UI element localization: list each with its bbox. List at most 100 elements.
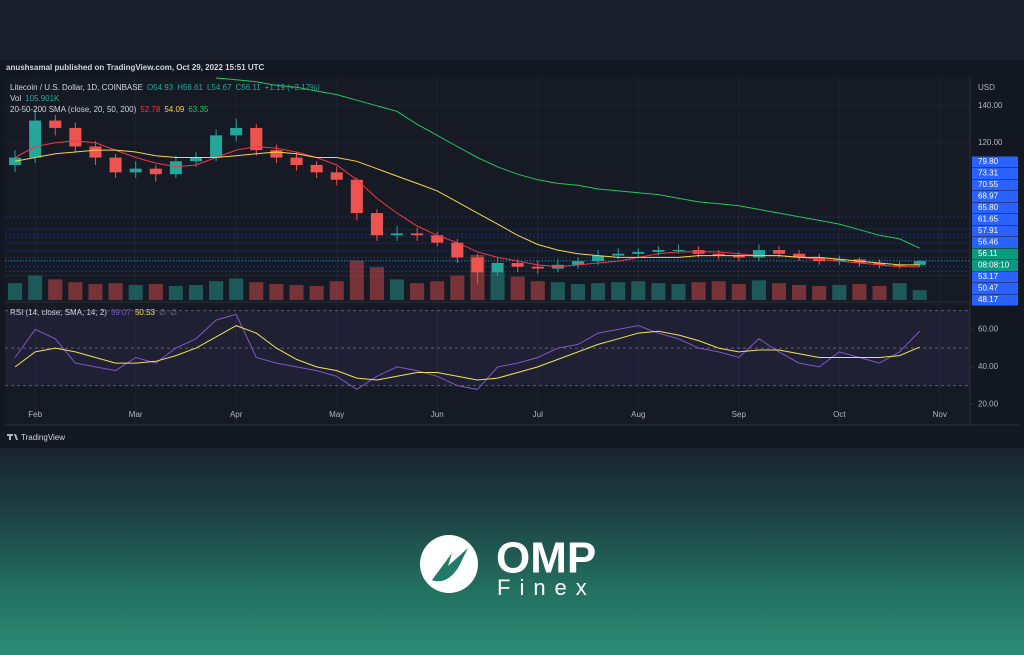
ohlc-value: O54.93 — [147, 83, 174, 92]
volume-bar — [711, 281, 726, 300]
volume-bar — [912, 290, 927, 300]
volume-bar — [651, 283, 666, 300]
rsi-line — [14, 325, 920, 381]
candle-body — [270, 150, 283, 158]
candle-body — [310, 164, 323, 173]
price-label: 61.65 — [978, 215, 999, 224]
volume-bar — [771, 283, 787, 300]
volume-bar — [852, 284, 867, 300]
price-label-bg — [972, 156, 1018, 168]
candle-body — [752, 250, 765, 258]
countdown: 08:08:10 — [978, 261, 1010, 270]
volume-bar — [430, 281, 445, 300]
price-label-bg — [972, 283, 1018, 294]
tradingview-logo: TradingView — [7, 433, 65, 442]
volume-bar — [611, 282, 626, 300]
sma-value: 54.09 — [164, 105, 185, 114]
candle-body — [9, 157, 22, 165]
candle-body — [531, 266, 544, 269]
sma-line — [216, 77, 920, 249]
price-label-bg — [972, 271, 1018, 283]
volume-bar — [450, 275, 465, 300]
candle-body — [732, 255, 745, 258]
rsi-value: 50.53 — [135, 308, 156, 317]
price-label-bg — [972, 237, 1018, 248]
volume-bar — [108, 283, 123, 300]
sma-line — [15, 149, 920, 266]
volume-bar — [168, 285, 183, 300]
x-tick-label: May — [329, 410, 344, 419]
candle-body — [149, 168, 162, 175]
price-label: 48.17 — [978, 295, 999, 304]
ohlc-value: +1.19 (+2.17%) — [265, 83, 320, 92]
volume-bar — [309, 285, 324, 300]
rsi-value: 59.07 — [111, 308, 132, 317]
rsi-tick-label: 60.00 — [978, 324, 999, 333]
x-tick-label: Sep — [732, 410, 747, 419]
candle-body — [491, 263, 504, 273]
volume-bar — [68, 282, 83, 300]
price-label: 68.97 — [978, 192, 999, 201]
candle-body — [391, 233, 404, 236]
volume-bar — [209, 281, 224, 300]
y-tick-label: 120.00 — [978, 138, 1003, 147]
ohlc-value: L54.67 — [207, 83, 232, 92]
volume-bar — [812, 285, 827, 300]
volume-bar — [410, 283, 425, 300]
candle-body — [511, 263, 524, 267]
price-label-bg — [972, 202, 1018, 214]
x-tick-label: Jul — [533, 410, 543, 419]
price-label: 73.31 — [978, 169, 999, 178]
tv-icon — [7, 434, 18, 440]
price-label-bg — [972, 191, 1018, 202]
x-tick-label: Nov — [933, 410, 947, 419]
candle-body — [833, 259, 846, 262]
volume-bar — [892, 283, 907, 300]
candle-body — [913, 260, 926, 265]
volume-bar — [591, 283, 606, 300]
volume-bar — [691, 282, 706, 300]
price-label-bg — [972, 248, 1018, 260]
candle-body — [29, 120, 42, 158]
volume-bar — [631, 281, 646, 300]
volume-bar — [751, 280, 766, 300]
candle-body — [330, 172, 343, 180]
volume-bar — [188, 285, 204, 300]
volume-bar — [249, 282, 264, 300]
plot-area — [5, 77, 970, 425]
logo-circle — [420, 535, 478, 593]
candle-body — [471, 257, 484, 273]
price-label: 53.17 — [978, 272, 999, 281]
candle-body — [592, 255, 605, 262]
y-unit: USD — [978, 83, 995, 92]
tradingview-text: TradingView — [21, 433, 65, 442]
candle-body — [571, 261, 584, 265]
volume-bar — [570, 284, 586, 300]
rsi-legend: RSI (14, close, SMA, 14, 2) — [10, 308, 107, 317]
candle-body — [49, 120, 62, 128]
candle-body — [370, 213, 383, 236]
candle-body — [189, 157, 203, 162]
volume-bar — [28, 275, 43, 300]
candle-body — [632, 251, 645, 254]
volume-bar — [369, 267, 384, 300]
candle-body — [250, 127, 263, 151]
y-tick-label: 140.00 — [978, 101, 1003, 110]
candle-body — [451, 242, 464, 258]
omp-logo: OMP Finex — [420, 534, 596, 600]
price-label: 79.80 — [978, 157, 999, 166]
ohlc-value: H56.61 — [177, 83, 203, 92]
price-label: 50.47 — [978, 284, 999, 293]
volume-bar — [148, 284, 163, 300]
candle-body — [612, 253, 625, 256]
volume-bar — [229, 278, 244, 300]
candle-body — [169, 161, 182, 175]
volume-bar — [490, 271, 505, 300]
volume-bar — [792, 285, 807, 300]
candle-body — [129, 168, 142, 173]
brand-name: OMP — [496, 534, 596, 583]
candle-body — [411, 233, 424, 236]
volume-bar — [88, 284, 103, 300]
price-label: 57.91 — [978, 226, 999, 235]
price-label-bg — [972, 260, 1018, 271]
